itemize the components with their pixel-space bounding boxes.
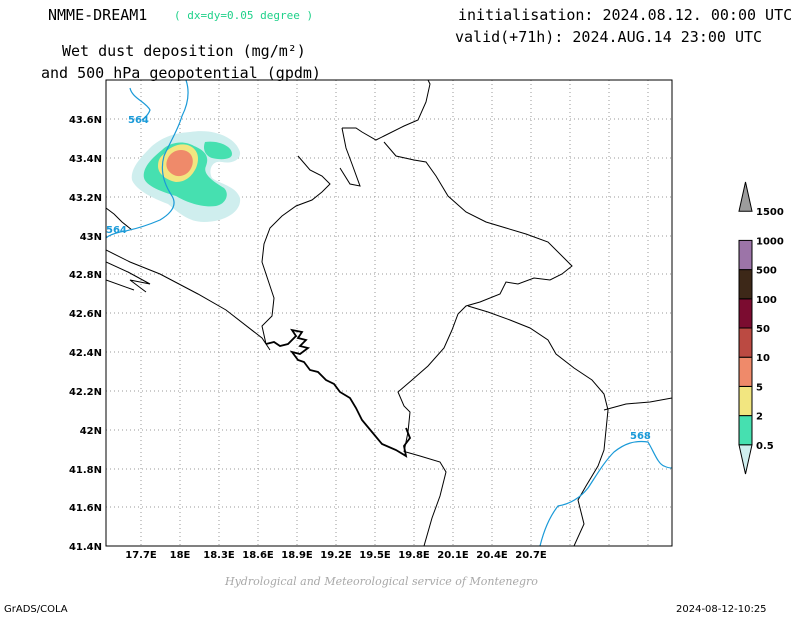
legend-swatch bbox=[738, 181, 753, 212]
lon-tick-label: 18.6E bbox=[242, 550, 274, 561]
credit-text: Hydrological and Meteorological service … bbox=[225, 575, 538, 588]
lon-tick-label: 18E bbox=[170, 550, 191, 561]
valid-time: valid(+71h): 2024.AUG.14 23:00 UTC bbox=[455, 28, 763, 46]
legend-swatch bbox=[738, 356, 753, 387]
montenegro-coastline bbox=[265, 328, 412, 458]
lat-tick-label: 41.6N bbox=[69, 503, 102, 514]
lon-tick-label: 19.2E bbox=[320, 550, 352, 561]
lon-tick-label: 20.1E bbox=[437, 550, 469, 561]
map-frame bbox=[105, 79, 673, 547]
lat-tick-label: 43N bbox=[80, 232, 102, 243]
lat-tick-label: 43.2N bbox=[69, 193, 102, 204]
legend-swatch bbox=[738, 239, 753, 271]
lon-tick-label: 17.7E bbox=[125, 550, 157, 561]
lon-tick-label: 20.7E bbox=[515, 550, 547, 561]
legend-label: 1500 bbox=[756, 207, 784, 218]
legend-label: 500 bbox=[756, 266, 777, 277]
legend-label: 10 bbox=[756, 353, 770, 364]
color-legend: 0.5 2 5 10 50 100 500 1000 1500 bbox=[738, 181, 784, 475]
lat-tick-label: 42N bbox=[80, 426, 102, 437]
lat-tick-label: 42.4N bbox=[69, 348, 102, 359]
model-name: NMME-DREAM1 bbox=[48, 6, 148, 24]
model-resolution: ( dx=dy=0.05 degree ) bbox=[174, 9, 314, 22]
legend-label: 50 bbox=[756, 324, 770, 335]
lat-tick-label: 41.4N bbox=[69, 542, 102, 553]
legend-swatch bbox=[738, 415, 753, 446]
lon-tick-label: 20.4E bbox=[476, 550, 508, 561]
lon-tick-label: 18.3E bbox=[203, 550, 235, 561]
legend-swatch bbox=[738, 444, 753, 475]
contour-label: 564 bbox=[128, 115, 149, 126]
legend-swatch bbox=[738, 327, 753, 358]
lat-tick-label: 41.8N bbox=[69, 465, 102, 476]
legend-swatch bbox=[738, 385, 753, 417]
lon-tick-label: 19.8E bbox=[398, 550, 430, 561]
legend-swatch bbox=[738, 298, 753, 329]
lat-tick-label: 43.6N bbox=[69, 115, 102, 126]
map-title-line2: and 500 hPa geopotential (gpdm) bbox=[41, 64, 321, 82]
lon-tick-label: 18.9E bbox=[281, 550, 313, 561]
lat-tick-label: 42.8N bbox=[69, 270, 102, 281]
lat-tick-label: 43.4N bbox=[69, 154, 102, 165]
legend-label: 5 bbox=[756, 382, 763, 393]
latitude-axis: 43.6N 43.4N 43.2N 43N 42.8N 42.6N 42.4N … bbox=[69, 115, 102, 553]
legend-label: 0.5 bbox=[756, 441, 774, 452]
lon-tick-label: 19.5E bbox=[359, 550, 391, 561]
geopotential-contours bbox=[106, 80, 672, 546]
lat-tick-label: 42.2N bbox=[69, 387, 102, 398]
map-title-line1: Wet dust deposition (mg/m²) bbox=[62, 42, 306, 60]
legend-swatch bbox=[738, 269, 753, 300]
software-label: GrADS/COLA bbox=[4, 604, 68, 615]
lat-tick-label: 42.6N bbox=[69, 309, 102, 320]
dust-deposition-field bbox=[131, 131, 241, 222]
legend-label: 1000 bbox=[756, 236, 784, 247]
longitude-axis: 17.7E 18E 18.3E 18.6E 18.9E 19.2E 19.5E … bbox=[125, 550, 547, 561]
contour-label: 564 bbox=[106, 225, 127, 236]
country-borders bbox=[106, 80, 672, 546]
map-grid bbox=[106, 80, 672, 546]
contour-label: 568 bbox=[630, 431, 651, 442]
legend-label: 100 bbox=[756, 295, 777, 306]
render-timestamp: 2024-08-12-10:25 bbox=[676, 604, 767, 615]
initialisation-time: initialisation: 2024.08.12. 00:00 UTC bbox=[458, 6, 793, 24]
legend-label: 2 bbox=[756, 412, 763, 423]
